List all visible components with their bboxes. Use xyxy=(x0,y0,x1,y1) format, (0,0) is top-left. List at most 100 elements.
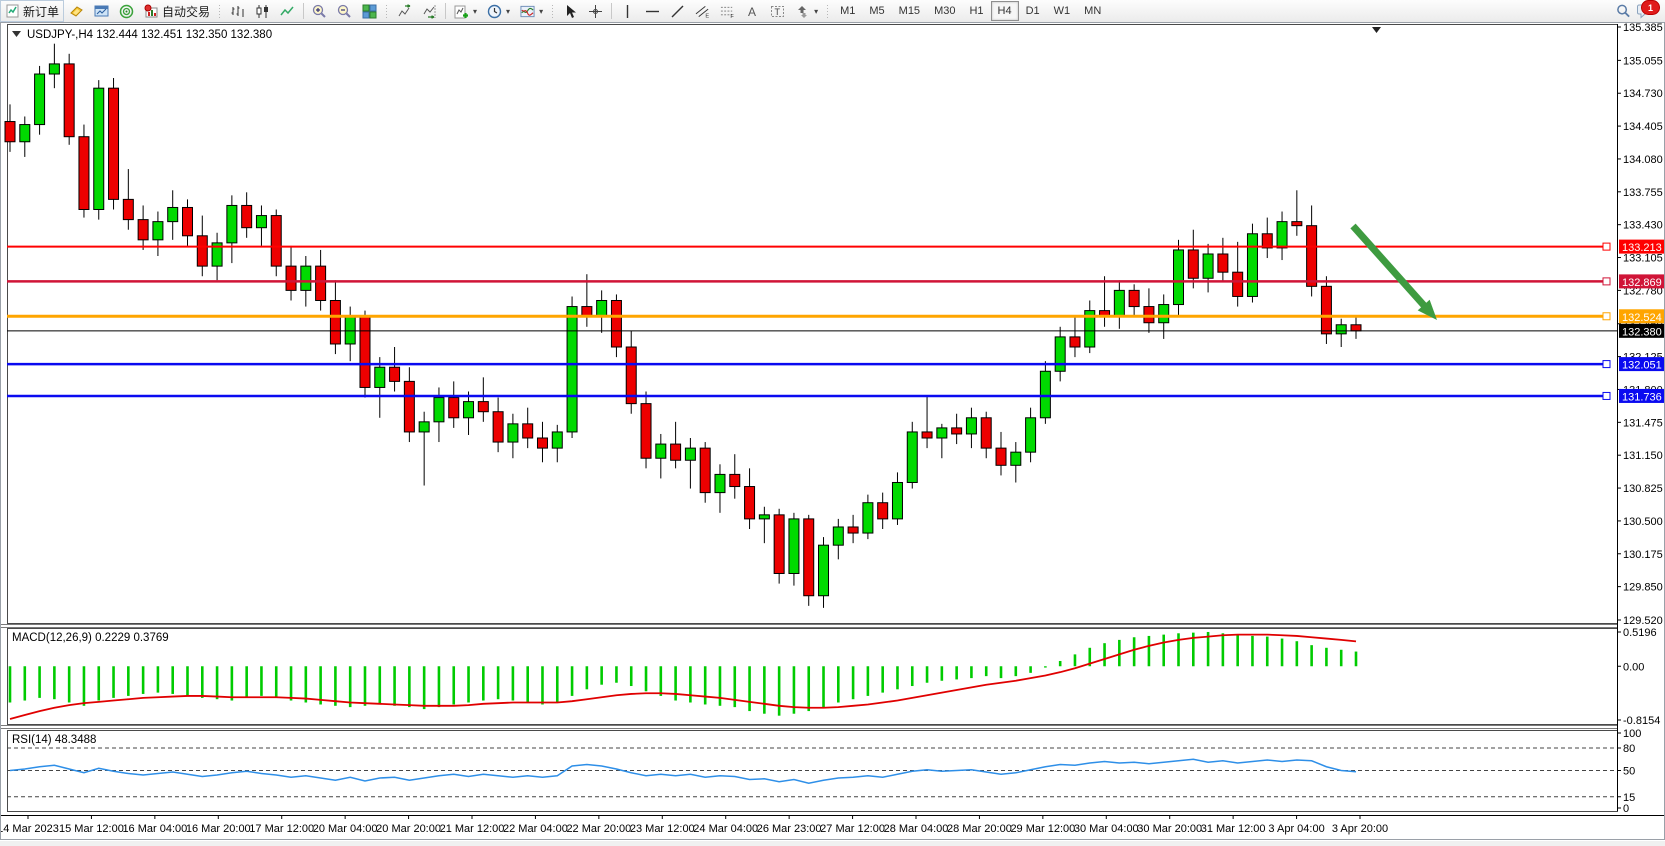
candle xyxy=(152,211,164,257)
timeframe-button-h1[interactable]: H1 xyxy=(969,5,984,17)
hline-end-marker[interactable] xyxy=(1602,360,1611,369)
svg-text:E: E xyxy=(705,13,709,18)
toolbar-grip[interactable] xyxy=(384,3,391,19)
timeframe-button-d1[interactable]: D1 xyxy=(1025,5,1040,17)
trendline-tool-button[interactable] xyxy=(665,0,690,22)
market-watch-radar-icon xyxy=(119,4,134,19)
toolbar-grip[interactable] xyxy=(825,3,832,19)
candle xyxy=(951,413,963,445)
candle-body-up xyxy=(566,306,578,433)
candle-body-down xyxy=(1143,306,1155,324)
timeframe-button-w1[interactable]: W1 xyxy=(1053,5,1071,17)
hline-end-marker[interactable] xyxy=(1602,242,1611,251)
toolbar-separator xyxy=(303,3,305,19)
rsi-axis-tick-label: 0 xyxy=(1623,803,1629,815)
auto-trading-icon xyxy=(144,4,159,19)
text-tool-button[interactable]: A xyxy=(740,0,765,22)
horizontal-line-tool-button[interactable] xyxy=(640,0,665,22)
candle xyxy=(936,423,948,459)
price-axis-tick-label: 133.430 xyxy=(1623,220,1663,232)
fibonacci-tool-button[interactable]: F xyxy=(715,0,740,22)
tile-windows-icon xyxy=(362,4,377,19)
candle xyxy=(285,245,297,301)
candle-body-down xyxy=(536,437,548,449)
candle-body-down xyxy=(196,235,208,267)
arrows-tool-button[interactable]: ▾ xyxy=(790,0,823,22)
candle xyxy=(181,199,193,246)
bar-chart-mode-button[interactable] xyxy=(225,0,250,22)
time-axis-label: 31 Mar 12:00 xyxy=(1201,823,1266,835)
toolbar-grip[interactable] xyxy=(217,3,224,19)
candlestick-icon xyxy=(255,4,270,19)
zoom-in-button[interactable] xyxy=(307,0,332,22)
symbol-dropdown-icon[interactable] xyxy=(12,31,21,37)
candle-body-up xyxy=(226,204,238,244)
trend-arrow-annotation[interactable] xyxy=(1350,223,1437,320)
candle-body-down xyxy=(4,121,16,143)
timeframe-button-h4[interactable]: H4 xyxy=(990,1,1019,21)
hline-131736[interactable] xyxy=(7,391,1611,400)
macd-axis-tick-label: 0.00 xyxy=(1623,661,1644,673)
candle-body-up xyxy=(965,417,977,435)
timeframe-button-m30[interactable]: M30 xyxy=(934,5,956,17)
timeframe-button-m5[interactable]: M5 xyxy=(869,5,885,17)
clock-icon xyxy=(487,4,502,19)
tile-windows-button[interactable] xyxy=(357,0,382,22)
charts-button[interactable] xyxy=(89,0,114,22)
chart-shift-button[interactable] xyxy=(417,0,442,22)
arrow-shaft[interactable] xyxy=(1350,223,1431,312)
toolbar-separator xyxy=(611,3,613,19)
auto-trading-button[interactable]: 自动交易 xyxy=(139,0,215,22)
new-order-button[interactable]: 新订单 xyxy=(0,0,65,22)
market-watch-button[interactable] xyxy=(114,0,139,22)
price-axis-tick-label: 130.175 xyxy=(1623,549,1663,561)
timeframe-button-m15[interactable]: M15 xyxy=(898,5,921,17)
time-axis-label: 20 Mar 04:00 xyxy=(313,823,378,835)
periods-button[interactable]: ▾ xyxy=(482,0,515,22)
community-button[interactable]: 1 xyxy=(1637,0,1660,20)
time-axis-label: 30 Mar 20:00 xyxy=(1137,823,1202,835)
time-axis-label: 14 Mar 2023 xyxy=(0,823,59,835)
hline-end-marker[interactable] xyxy=(1602,391,1611,400)
timeframe-button-mn[interactable]: MN xyxy=(1084,5,1102,17)
time-axis-label: 30 Mar 04:00 xyxy=(1074,823,1139,835)
candle-body-down xyxy=(522,423,534,439)
candle xyxy=(877,492,889,530)
crosshair-tool-button[interactable] xyxy=(583,0,608,22)
candle xyxy=(448,381,460,428)
hline-132051[interactable] xyxy=(7,360,1611,369)
equidistant-channel-tool-button[interactable]: E xyxy=(690,0,715,22)
price-axis-tick-label: 131.475 xyxy=(1623,417,1663,429)
hline-132524[interactable] xyxy=(7,312,1611,321)
cursor-tool-button[interactable] xyxy=(558,0,583,22)
templates-button[interactable]: ▾ xyxy=(515,0,548,22)
candle-body-down xyxy=(389,366,401,382)
candlestick-mode-button[interactable] xyxy=(250,0,275,22)
zoom-out-button[interactable] xyxy=(332,0,357,22)
hline-end-marker[interactable] xyxy=(1602,277,1611,286)
hline-132869[interactable] xyxy=(7,277,1611,286)
auto-scroll-button[interactable] xyxy=(392,0,417,22)
time-axis-label: 29 Mar 12:00 xyxy=(1010,823,1075,835)
indicators-button[interactable]: ▾ xyxy=(449,0,482,22)
time-axis-label: 22 Mar 04:00 xyxy=(503,823,568,835)
search-icon[interactable] xyxy=(1616,4,1631,19)
vertical-line-tool-button[interactable] xyxy=(615,0,640,22)
profiles-button[interactable] xyxy=(64,0,89,22)
price-axis-tick-label: 133.755 xyxy=(1623,187,1663,199)
line-chart-mode-button[interactable] xyxy=(275,0,300,22)
macd-axis-tick-label: -0.8154 xyxy=(1623,715,1660,727)
chart-canvas[interactable]: 135.385 135.055 134.730 134.405 134.080 133.7… xyxy=(0,22,1665,841)
hline-end-marker[interactable] xyxy=(1602,312,1611,321)
hline-133213[interactable] xyxy=(7,242,1611,251)
candle xyxy=(1276,211,1288,261)
candle-body-down xyxy=(63,63,75,138)
text-label-tool-button[interactable]: T xyxy=(765,0,790,22)
chart-title: USDJPY-,H4 132.444 132.451 132.350 132.3… xyxy=(27,29,272,41)
arrow-head[interactable] xyxy=(1417,299,1437,320)
timeframe-button-m1[interactable]: M1 xyxy=(840,5,856,17)
bar-shift-marker-icon xyxy=(1372,27,1381,33)
candle xyxy=(536,421,548,463)
time-axis-label: 23 Mar 12:00 xyxy=(630,823,695,835)
toolbar-grip[interactable] xyxy=(550,3,557,19)
